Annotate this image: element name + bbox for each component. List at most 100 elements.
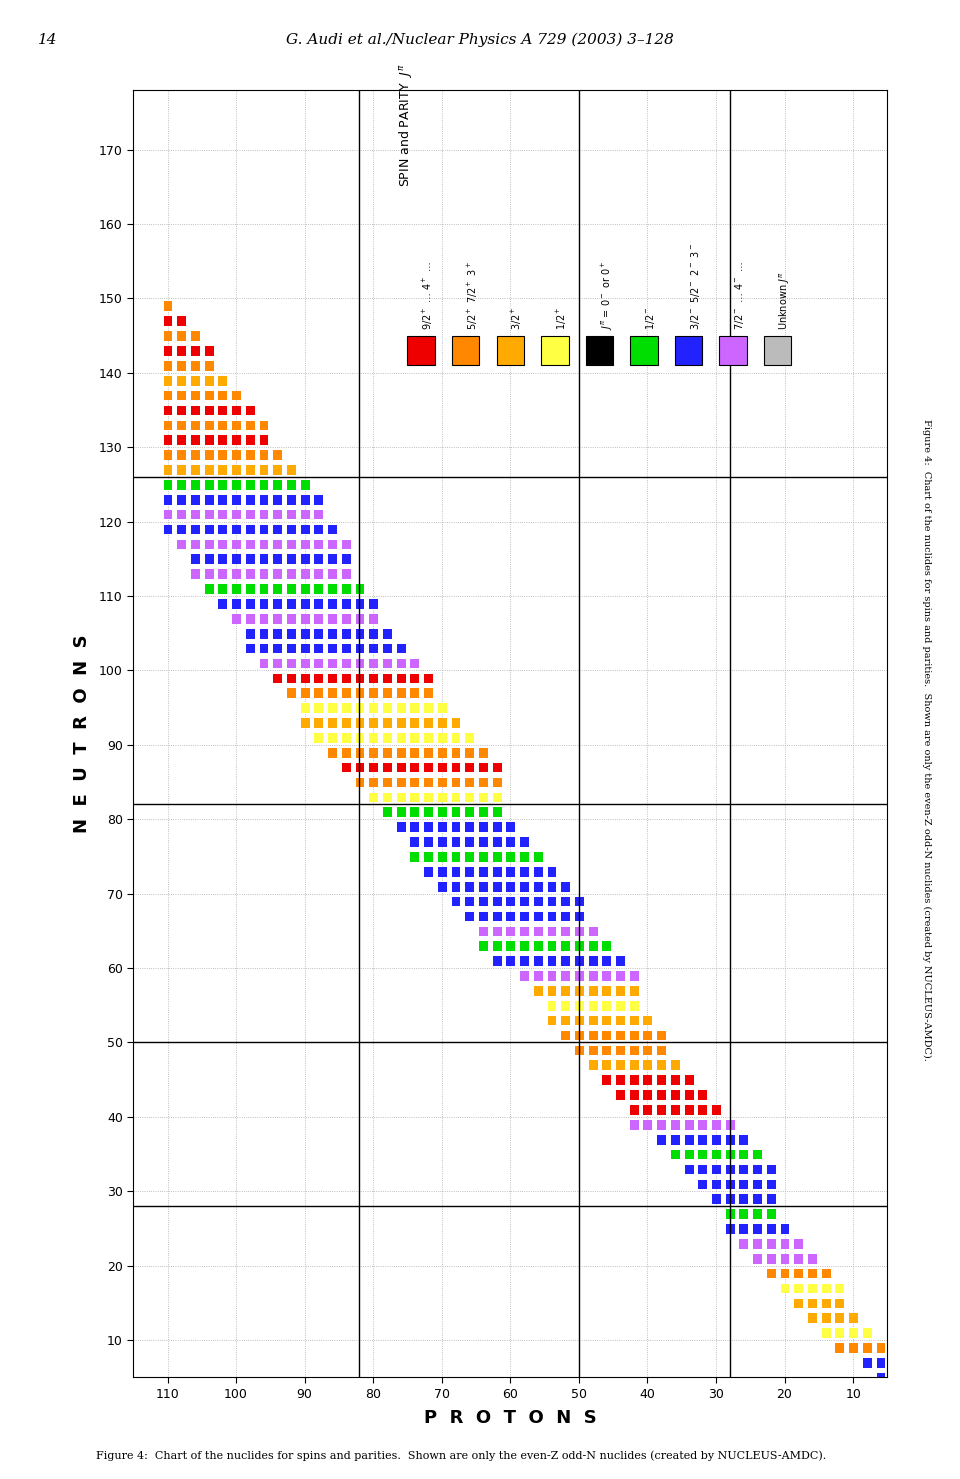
Bar (575, 986, 584, 995)
Bar (822, 1284, 830, 1293)
Bar (808, 1313, 817, 1324)
Bar (204, 405, 213, 416)
Bar (835, 1343, 845, 1353)
Bar (204, 346, 213, 356)
Bar (616, 1016, 625, 1025)
Bar (355, 643, 365, 654)
Bar (314, 643, 324, 654)
Bar (835, 1284, 845, 1293)
Bar (602, 942, 612, 951)
Bar (520, 837, 529, 847)
Bar (479, 867, 488, 877)
Bar (780, 1254, 789, 1263)
Bar (246, 420, 254, 430)
Bar (562, 896, 570, 907)
Bar (602, 1046, 612, 1055)
Bar (506, 881, 516, 892)
Bar (396, 748, 405, 757)
Bar (658, 1120, 666, 1130)
Bar (396, 808, 405, 816)
Bar (328, 629, 337, 639)
Bar (342, 688, 350, 698)
Bar (698, 1090, 708, 1100)
Bar (588, 942, 597, 951)
Bar (479, 942, 488, 951)
Bar (671, 1134, 680, 1145)
Bar (739, 1210, 749, 1219)
Bar (671, 1060, 680, 1071)
Bar (562, 926, 570, 936)
Bar (370, 748, 378, 757)
Bar (630, 972, 638, 981)
Bar (287, 584, 296, 595)
Bar (520, 942, 529, 951)
Bar (506, 911, 516, 921)
Bar (274, 495, 282, 504)
Bar (904, 1387, 913, 1398)
Bar (739, 1225, 749, 1233)
Bar (754, 1254, 762, 1263)
Bar (767, 1254, 776, 1263)
Bar (547, 1001, 557, 1010)
Bar (675, 336, 703, 365)
Bar (259, 420, 269, 430)
Bar (259, 555, 269, 563)
Bar (466, 911, 474, 921)
Bar (396, 778, 405, 787)
Bar (588, 1016, 597, 1025)
Bar (451, 793, 461, 802)
Bar (383, 643, 392, 654)
Bar (547, 926, 557, 936)
Bar (822, 1269, 830, 1278)
Bar (767, 1269, 776, 1278)
Bar (342, 704, 350, 713)
Bar (370, 688, 378, 698)
Bar (698, 1180, 708, 1189)
Bar (300, 704, 309, 713)
Bar (410, 808, 420, 816)
Bar (479, 793, 488, 802)
Bar (850, 1313, 858, 1324)
Bar (534, 852, 542, 862)
Bar (204, 376, 213, 386)
Bar (794, 1239, 804, 1248)
Bar (698, 1120, 708, 1130)
Text: 3/2$^-$ 5/2$^-$ 2$^-$ 3$^-$: 3/2$^-$ 5/2$^-$ 2$^-$ 3$^-$ (688, 243, 702, 330)
Bar (466, 867, 474, 877)
Bar (300, 629, 309, 639)
Bar (835, 1299, 845, 1309)
Bar (630, 986, 638, 995)
Bar (534, 911, 542, 921)
Bar (219, 376, 228, 386)
Bar (178, 510, 186, 519)
Bar (492, 793, 501, 802)
Bar (342, 569, 350, 578)
Bar (616, 1046, 625, 1055)
Bar (712, 1164, 721, 1174)
Bar (300, 614, 309, 624)
Bar (219, 569, 228, 578)
Bar (314, 673, 324, 683)
Bar (355, 658, 365, 669)
Bar (204, 390, 213, 401)
Bar (726, 1120, 734, 1130)
Bar (602, 1075, 612, 1086)
Bar (575, 911, 584, 921)
Bar (616, 1060, 625, 1071)
Bar (204, 481, 213, 490)
Bar (219, 405, 228, 416)
Bar (451, 867, 461, 877)
Bar (466, 778, 474, 787)
Bar (328, 569, 337, 578)
Bar (328, 555, 337, 563)
Bar (479, 822, 488, 833)
Bar (246, 481, 254, 490)
Bar (287, 688, 296, 698)
Bar (767, 1239, 776, 1248)
Bar (274, 450, 282, 460)
Bar (191, 510, 200, 519)
Bar (246, 435, 254, 445)
Bar (163, 302, 173, 311)
Bar (204, 361, 213, 371)
Text: 5/2$^+$ 7/2$^+$ 3$^+$: 5/2$^+$ 7/2$^+$ 3$^+$ (466, 260, 480, 330)
